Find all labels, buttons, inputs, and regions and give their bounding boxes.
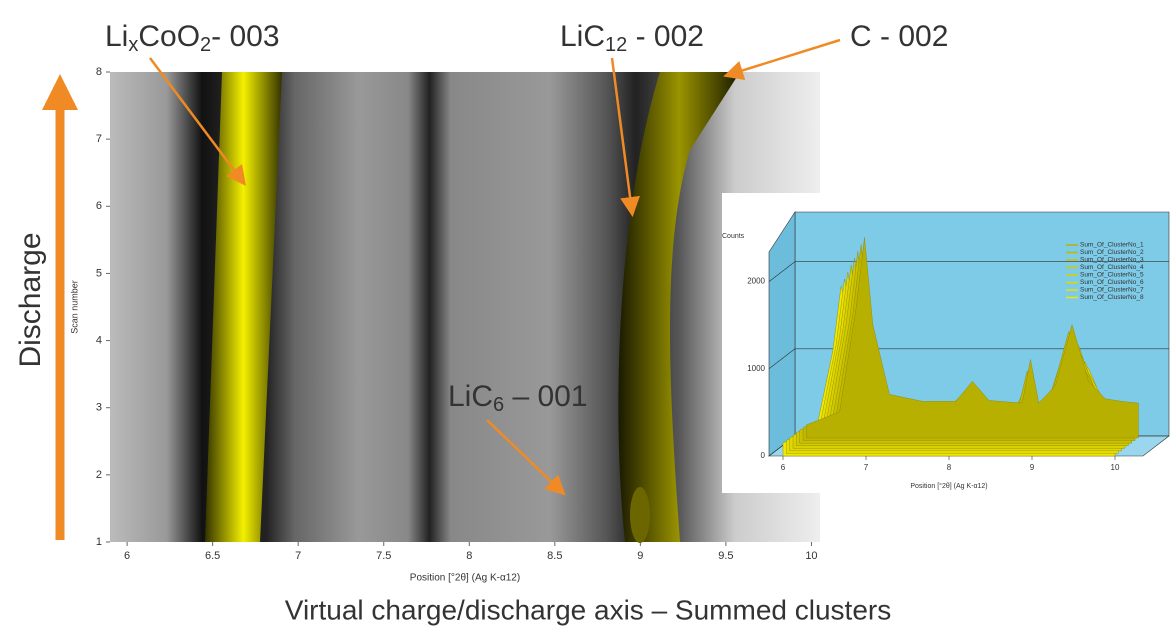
x-tick-label: 6 (124, 550, 130, 562)
annotation-arrow (728, 40, 840, 75)
annotation-text: CoO (138, 20, 200, 53)
annotation-subscript: x (128, 34, 138, 56)
y-axis-label: Counts (722, 233, 745, 240)
y-tick-label: 0 (761, 451, 766, 460)
annotation-text: C - 002 (850, 20, 948, 53)
annotation-text: - 003 (211, 20, 279, 53)
legend-label: Sum_Of_ClusterNo_4 (1080, 264, 1144, 271)
x-tick-label: 8.5 (547, 550, 562, 562)
x-tick-label: 7 (295, 550, 301, 562)
side-label: Discharge (14, 232, 47, 367)
annotation-text: LiC (560, 20, 605, 53)
figure: Scan number Position [°2θ] (Ag K-α12) Vi… (0, 0, 1176, 633)
legend-label: Sum_Of_ClusterNo_2 (1080, 249, 1144, 256)
annotation-subscript: 2 (200, 34, 211, 56)
x-tick-label: 6.5 (205, 550, 220, 562)
x-tick-label: 10 (805, 550, 817, 562)
x-axis-label: Position [°2θ] (Ag K-α12) (410, 573, 520, 584)
page: Scan number Position [°2θ] (Ag K-α12) Vi… (0, 0, 1176, 633)
y-tick-label: 3 (96, 402, 102, 414)
annotation-text: - 002 (627, 20, 704, 53)
y-tick-label: 6 (96, 200, 102, 212)
x-tick-label: 8 (947, 463, 952, 472)
x-tick-label: 7.5 (376, 550, 391, 562)
y-axis-label: Scan number (69, 280, 79, 334)
y-tick-label: 8 (96, 66, 102, 78)
x-tick-label: 9 (1030, 463, 1035, 472)
x-axis-label: Position [°2θ] (Ag K-α12) (910, 482, 987, 490)
annotation: LixCoO2- 003 (105, 20, 280, 56)
y-tick-label: 7 (96, 133, 102, 145)
annotation-text: – 001 (504, 380, 587, 413)
annotation: LiC6 – 001 (448, 380, 588, 416)
inset-side-wall (769, 212, 795, 456)
legend-label: Sum_Of_ClusterNo_3 (1080, 257, 1144, 264)
legend-label: Sum_Of_ClusterNo_7 (1080, 287, 1144, 294)
annotation-text: Li (105, 20, 128, 53)
y-tick-label: 5 (96, 267, 102, 279)
x-tick-label: 10 (1111, 463, 1120, 472)
annotation-subscript: 6 (493, 394, 504, 416)
y-tick-label: 1000 (747, 364, 765, 373)
annotation: C - 002 (850, 20, 948, 53)
annotation-text: LiC (448, 380, 493, 413)
x-tick-label: 9 (637, 550, 643, 562)
annotation-subscript: 12 (605, 34, 627, 56)
heatmap-plot (110, 72, 820, 543)
y-tick-label: 2 (96, 469, 102, 481)
chart-title: Virtual charge/discharge axis – Summed c… (285, 594, 891, 625)
legend-label: Sum_Of_ClusterNo_5 (1080, 272, 1144, 279)
heatmap-band (630, 487, 650, 543)
x-tick-label: 7 (864, 463, 869, 472)
x-tick-label: 8 (466, 550, 472, 562)
annotation: LiC12 - 002 (560, 20, 704, 56)
inset-chart: 0 1000 2000 Counts 6 7 8 9 10 Position [°2θ] (Ag … (722, 193, 1169, 493)
x-tick-label: 6 (781, 463, 786, 472)
y-tick-label: 2000 (747, 277, 765, 286)
y-tick-label: 4 (96, 334, 102, 346)
legend-label: Sum_Of_ClusterNo_1 (1080, 242, 1144, 249)
legend-label: Sum_Of_ClusterNo_6 (1080, 279, 1144, 286)
y-tick-label: 1 (96, 536, 102, 548)
x-tick-label: 9.5 (718, 550, 733, 562)
legend-label: Sum_Of_ClusterNo_8 (1080, 294, 1144, 301)
